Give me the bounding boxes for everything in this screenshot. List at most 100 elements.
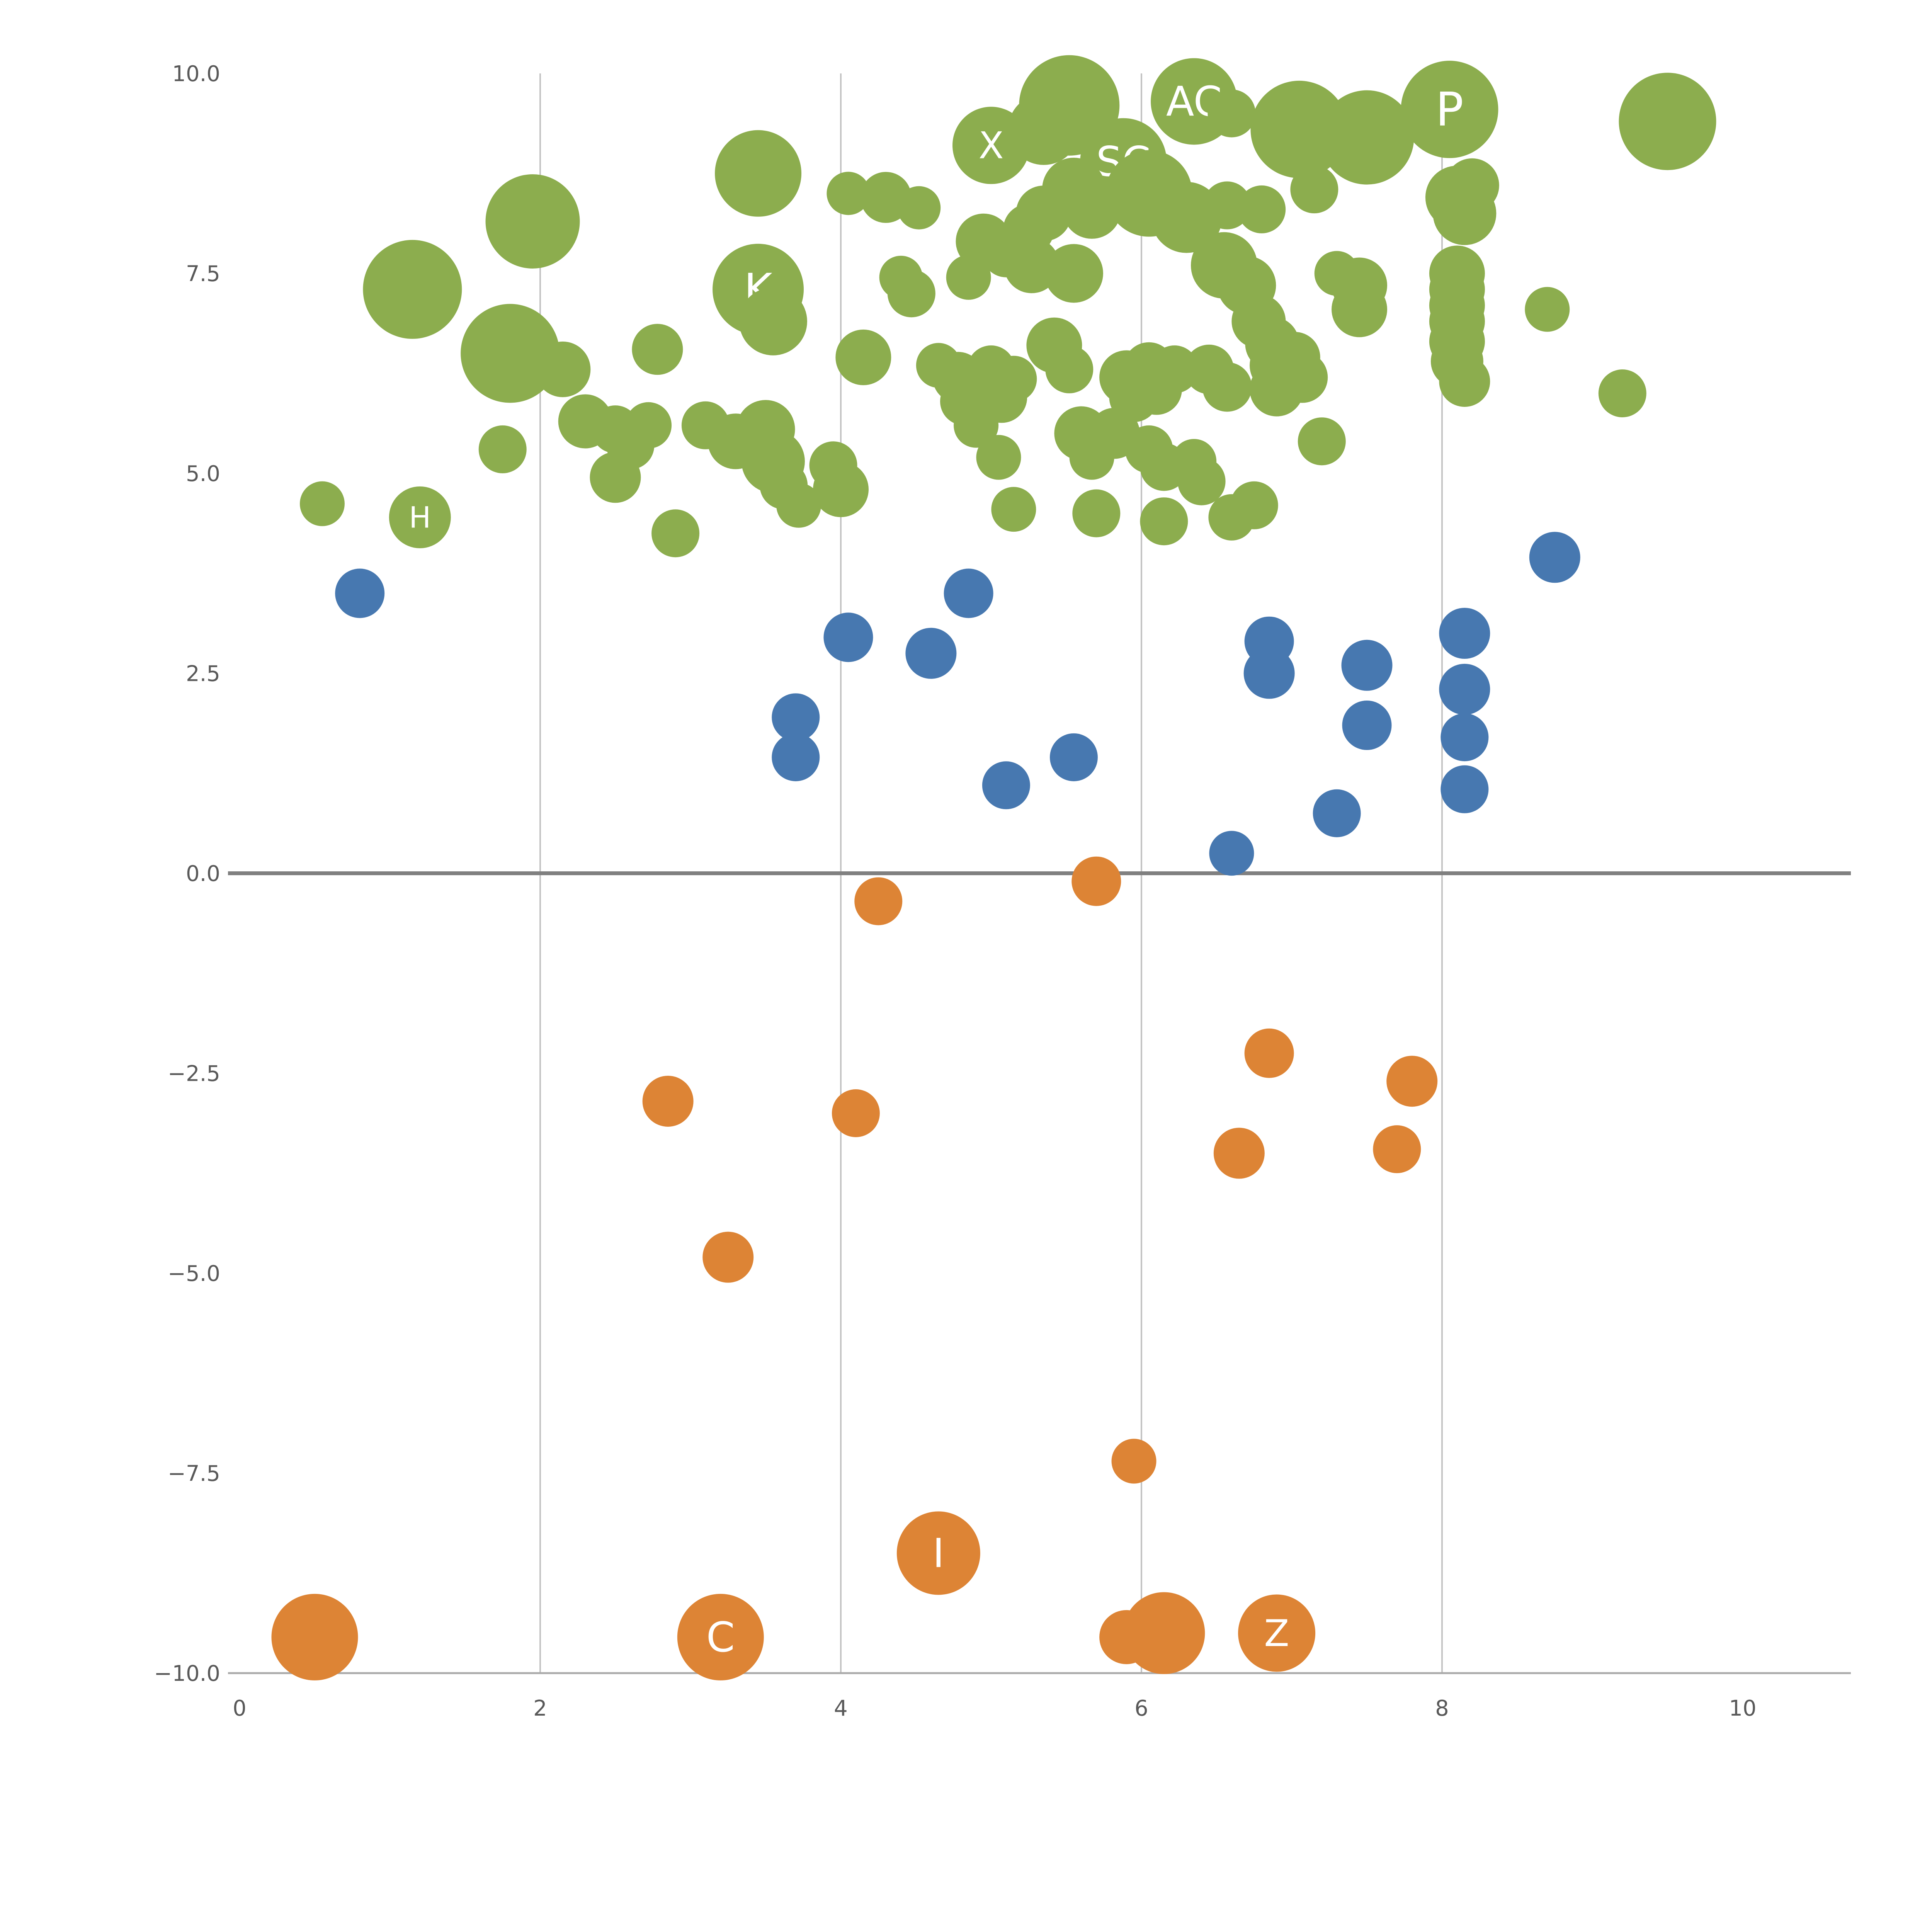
point-green: [739, 287, 807, 355]
point-green: [1290, 165, 1338, 214]
point-blue: [1440, 765, 1489, 813]
point-green: [461, 304, 560, 403]
point-orange: [642, 1075, 694, 1127]
point-blue: [982, 761, 1030, 810]
point-green: [813, 461, 869, 517]
point-green: [1208, 494, 1255, 541]
point-green: [991, 487, 1036, 532]
x-tick-label: 8: [1435, 1696, 1449, 1721]
y-tick-label: −7.5: [168, 1461, 220, 1486]
point-green: [1401, 61, 1498, 158]
point-green: [1320, 90, 1414, 185]
point-orange: [271, 1594, 358, 1680]
point-blue: [1341, 639, 1393, 691]
point-green: [1202, 362, 1252, 412]
point-green: [887, 269, 935, 318]
point-blue: [1440, 713, 1489, 762]
point-green: [1445, 158, 1499, 213]
point-green: [625, 402, 672, 449]
point-green: [1525, 287, 1570, 332]
point-green: [1208, 89, 1256, 138]
point-blue: [1313, 789, 1361, 837]
point-blue: [1439, 608, 1490, 659]
bubble-label: P: [1435, 83, 1463, 137]
point-green: [827, 172, 870, 215]
point-green: [1332, 281, 1388, 337]
point-orange: [1099, 1610, 1154, 1664]
point-green: [1045, 345, 1094, 393]
point-blue: [1049, 733, 1098, 781]
x-tick-label: 0: [233, 1696, 247, 1721]
point-blue: [944, 568, 993, 618]
y-tick-label: 0.0: [186, 861, 220, 886]
y-tick-label: 5.0: [186, 461, 220, 486]
point-green: [954, 403, 999, 448]
axes-layer: [228, 871, 1851, 1674]
y-tick-label: 10.0: [172, 61, 220, 87]
point-green: [299, 481, 345, 526]
point-green: [1439, 355, 1490, 407]
point-green: [1298, 417, 1346, 466]
point-green: [1238, 185, 1286, 233]
y-tick-label: −10.0: [154, 1661, 220, 1686]
bubble-label: H: [409, 500, 431, 534]
y-tick-label: −2.5: [168, 1061, 220, 1087]
bubble-label: Z: [1264, 1612, 1289, 1655]
point-green: [1203, 181, 1251, 230]
point-green: [535, 341, 591, 397]
point-green: [485, 174, 580, 269]
point-green: [1044, 244, 1103, 303]
point-green: [478, 425, 527, 473]
point-orange: [1238, 1594, 1316, 1672]
bubble-label: C: [706, 1614, 735, 1661]
bubble-label: X: [978, 125, 1003, 167]
point-green: [835, 329, 891, 385]
y-tick-label: −5.0: [168, 1261, 220, 1286]
point-orange: [677, 1594, 764, 1680]
bubble-label: I: [933, 1531, 944, 1577]
points-layer: HKXSCACPICZ: [271, 55, 1716, 1680]
point-green: [632, 324, 683, 375]
point-green: [1150, 345, 1199, 393]
point-green: [897, 186, 941, 230]
point-green: [1598, 369, 1646, 417]
point-green: [1003, 204, 1054, 255]
point-green: [715, 130, 802, 217]
point-green: [363, 240, 462, 339]
point-green: [776, 483, 821, 528]
point-orange: [1111, 1439, 1156, 1484]
point-green: [1072, 489, 1121, 537]
point-blue: [905, 628, 957, 679]
x-tick-label: 2: [533, 1696, 547, 1721]
point-green: [1277, 352, 1328, 403]
point-green: [651, 509, 700, 558]
point-orange: [1213, 1128, 1265, 1179]
point-green: [590, 452, 641, 503]
point-green: [1619, 73, 1716, 170]
point-orange: [702, 1231, 754, 1283]
point-green: [946, 255, 991, 300]
x-tick-label: 4: [834, 1696, 848, 1721]
point-blue: [772, 693, 820, 742]
point-orange: [1386, 1056, 1438, 1107]
point-green: [389, 486, 451, 548]
point-green: [1109, 372, 1159, 422]
point-orange: [1373, 1125, 1421, 1173]
point-green: [1172, 439, 1217, 484]
x-tick-label: 6: [1134, 1696, 1148, 1721]
point-blue: [1439, 663, 1490, 715]
y-tick-label: 7.5: [186, 262, 220, 287]
x-tick-label: 10: [1729, 1696, 1756, 1721]
point-green: [1140, 497, 1188, 546]
point-blue: [1529, 532, 1580, 583]
point-orange: [896, 1511, 980, 1595]
y-tick-label: 2.5: [186, 662, 220, 687]
point-blue: [1243, 648, 1295, 699]
point-orange: [1071, 856, 1121, 906]
point-orange: [832, 1089, 880, 1137]
point-orange: [854, 877, 903, 925]
point-blue: [823, 612, 873, 662]
point-orange: [1244, 1028, 1294, 1078]
